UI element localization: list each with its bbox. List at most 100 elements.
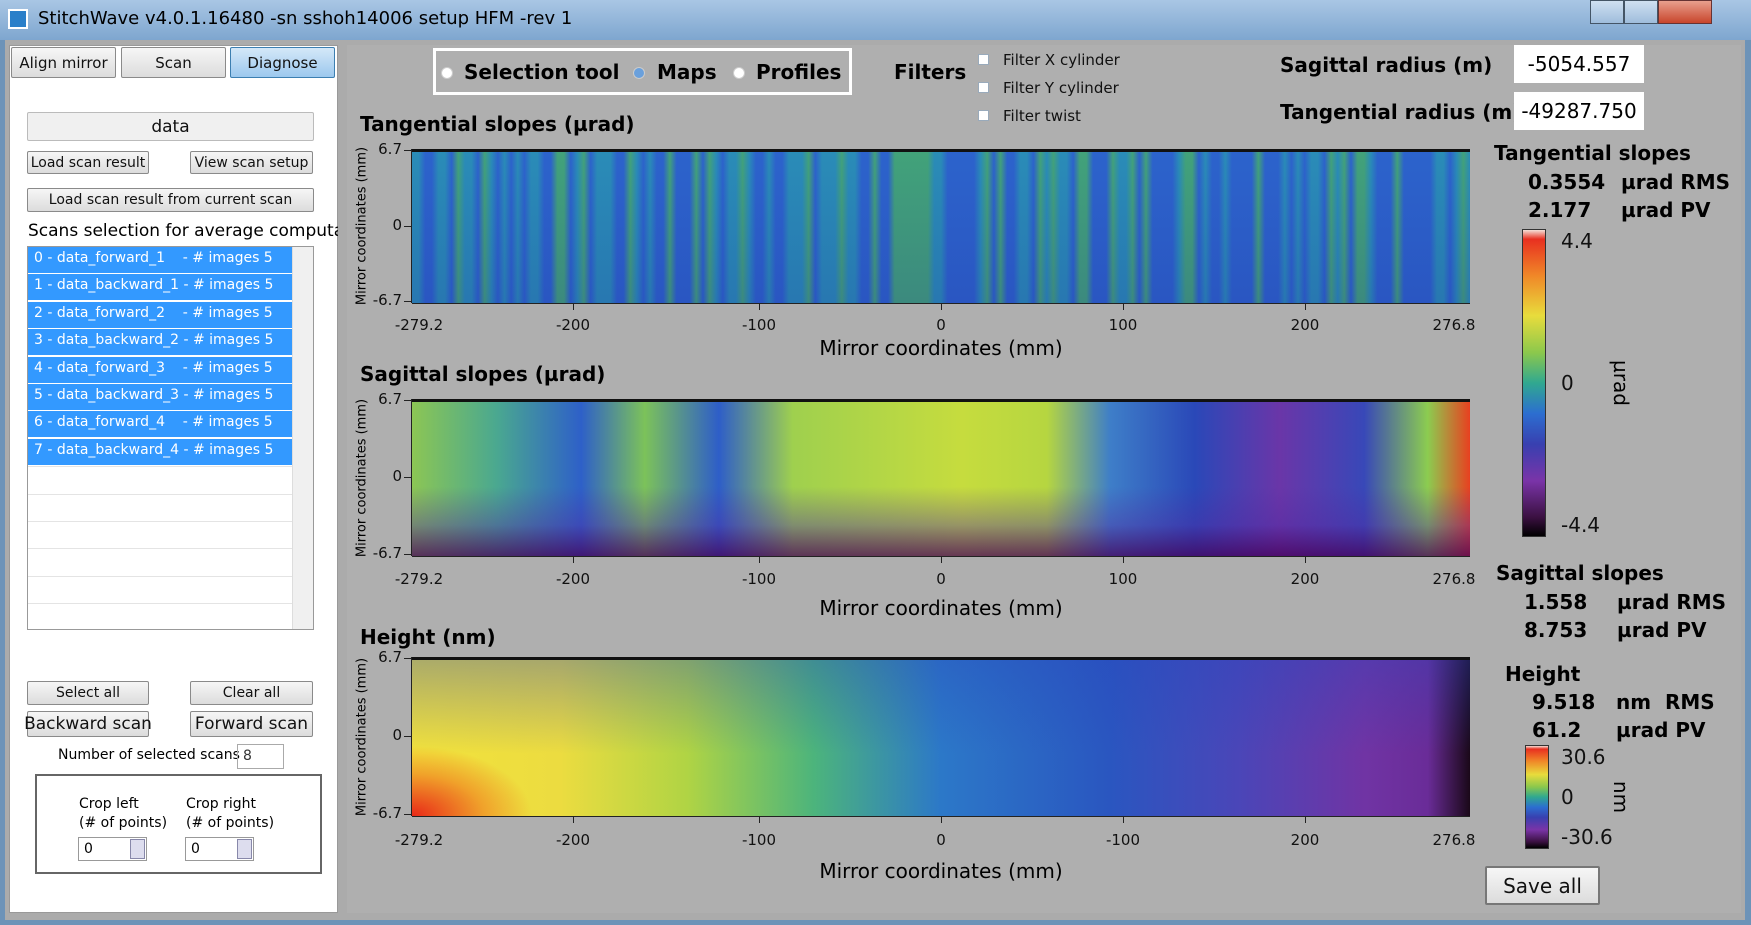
y-tick-label: 6.7 <box>378 648 402 666</box>
y-tick-label: 0 <box>392 215 402 234</box>
button[interactable]: Save all <box>1485 866 1600 905</box>
title-bar <box>0 0 1751 40</box>
button[interactable]: Clear all <box>190 681 313 705</box>
radio-label[interactable]: Profiles <box>756 60 842 84</box>
y-tick-label: -6.7 <box>372 291 402 309</box>
scan-item[interactable]: 3 - data_backward_2 - # images 5 <box>28 329 292 356</box>
colorbar <box>1522 229 1546 537</box>
y-tick <box>404 658 412 659</box>
y-tick-label: 6.7 <box>378 140 402 158</box>
y-tick <box>404 225 412 227</box>
colorbar-unit: nm <box>1609 780 1633 814</box>
radio-button[interactable] <box>441 67 453 79</box>
tab-button[interactable]: Diagnose <box>230 47 335 78</box>
stat-value: 1.558 <box>1524 590 1588 614</box>
colorbar-tick-label: 0 <box>1561 371 1574 395</box>
y-tick <box>404 150 412 151</box>
scan-item[interactable]: 5 - data_backward_3 - # images 5 <box>28 384 292 410</box>
button[interactable]: Load scan result from current scan <box>27 188 314 212</box>
y-axis-label: Mirror coordinates (mm) <box>354 398 370 557</box>
button[interactable]: View scan setup <box>190 151 313 174</box>
y-tick-label: 0 <box>392 726 402 744</box>
x-tick-label: 276.8 <box>1432 831 1476 849</box>
scan-item[interactable]: 1 - data_backward_1 - # images 5 <box>28 274 292 301</box>
checkbox-label[interactable]: Filter Y cylinder <box>1003 79 1119 97</box>
y-tick <box>404 400 412 401</box>
button[interactable]: Load scan result <box>27 151 149 174</box>
stat-value: 8.753 <box>1524 618 1588 642</box>
x-tick-label: 200 <box>1290 831 1320 849</box>
spinner[interactable] <box>237 839 252 859</box>
y-axis-label: Mirror coordinates (mm) <box>354 657 370 816</box>
x-tick-label: -200 <box>555 316 591 334</box>
crop-group <box>35 774 322 874</box>
label: Scans selection for average computatio <box>28 221 338 241</box>
colorbar-tick-label: -30.6 <box>1561 825 1613 849</box>
label: Number of selected scans <box>58 747 240 763</box>
x-tick-label: -200 <box>555 831 591 849</box>
value-field: -49287.750 <box>1514 92 1644 130</box>
x-tick-label: -100 <box>741 316 777 334</box>
list-row-line <box>28 575 292 577</box>
close-button[interactable] <box>1658 0 1712 24</box>
x-tick-label: 100 <box>1108 570 1138 588</box>
x-tick <box>1123 303 1124 310</box>
minimize-button[interactable] <box>1590 0 1624 24</box>
scan-item[interactable]: 7 - data_backward_4 - # images 5 <box>28 438 292 465</box>
checkbox-label[interactable]: Filter X cylinder <box>1003 51 1120 69</box>
stat-value: 61.2 <box>1532 718 1582 742</box>
scrollbar[interactable] <box>292 247 313 629</box>
number-input[interactable]: 0 <box>78 837 147 861</box>
scan-item[interactable]: 2 - data_forward_2 - # images 5 <box>28 301 292 328</box>
radio-label[interactable]: Maps <box>657 60 717 84</box>
list-row-line <box>28 466 292 468</box>
button[interactable]: Select all <box>27 681 149 705</box>
x-tick <box>1305 816 1306 823</box>
list-row-line <box>28 493 292 495</box>
spinner[interactable] <box>130 839 145 859</box>
stat-unit: µrad PV <box>1621 198 1711 222</box>
number-input[interactable]: 0 <box>185 837 254 861</box>
tab-button[interactable]: Align mirror <box>11 47 116 78</box>
stat-title: Height <box>1505 662 1581 686</box>
tab-button[interactable]: Scan <box>121 47 226 78</box>
heatmap <box>412 399 1470 556</box>
button[interactable]: Forward scan <box>190 711 313 737</box>
x-axis-label: Mirror coordinates (mm) <box>819 859 1063 883</box>
x-tick <box>1305 556 1306 563</box>
radio-button[interactable] <box>733 67 745 79</box>
stat-value: 9.518 <box>1532 690 1596 714</box>
x-tick-label: 0 <box>936 570 946 588</box>
button[interactable]: Backward scan <box>24 711 152 737</box>
x-tick <box>573 816 574 823</box>
mode-group <box>433 48 852 95</box>
radio-label[interactable]: Selection tool <box>464 60 620 84</box>
checkbox[interactable] <box>978 54 989 65</box>
checkbox[interactable] <box>978 110 989 121</box>
x-tick <box>941 816 942 823</box>
label: (# of points) <box>79 815 168 831</box>
scan-item[interactable]: 4 - data_forward_3 - # images 5 <box>28 356 292 383</box>
x-tick <box>759 556 760 563</box>
stat-unit: µrad RMS <box>1617 590 1727 614</box>
label: (# of points) <box>186 815 275 831</box>
checkbox[interactable] <box>978 82 989 93</box>
x-tick <box>1123 816 1124 823</box>
radio-button[interactable] <box>633 67 645 79</box>
x-tick-label: 200 <box>1290 316 1320 334</box>
scan-item[interactable]: 6 - data_forward_4 - # images 5 <box>28 411 292 438</box>
x-tick <box>573 556 574 563</box>
y-axis-label: Mirror coordinates (mm) <box>354 146 370 306</box>
checkbox-label[interactable]: Filter twist <box>1003 107 1081 125</box>
colorbar-tick-label: -4.4 <box>1561 513 1601 537</box>
x-tick-label: -200 <box>555 570 591 588</box>
x-axis-label: Mirror coordinates (mm) <box>819 336 1063 360</box>
maximize-button[interactable] <box>1624 0 1658 24</box>
scan-item[interactable]: 0 - data_forward_1 - # images 5 <box>28 247 292 273</box>
x-tick-label: 100 <box>1108 316 1138 334</box>
plot-title: Height (nm) <box>360 625 496 649</box>
stat-title: Sagittal slopes <box>1496 561 1664 585</box>
stat-value: 0.3554 <box>1528 170 1606 194</box>
y-tick-label: 0 <box>392 467 402 485</box>
